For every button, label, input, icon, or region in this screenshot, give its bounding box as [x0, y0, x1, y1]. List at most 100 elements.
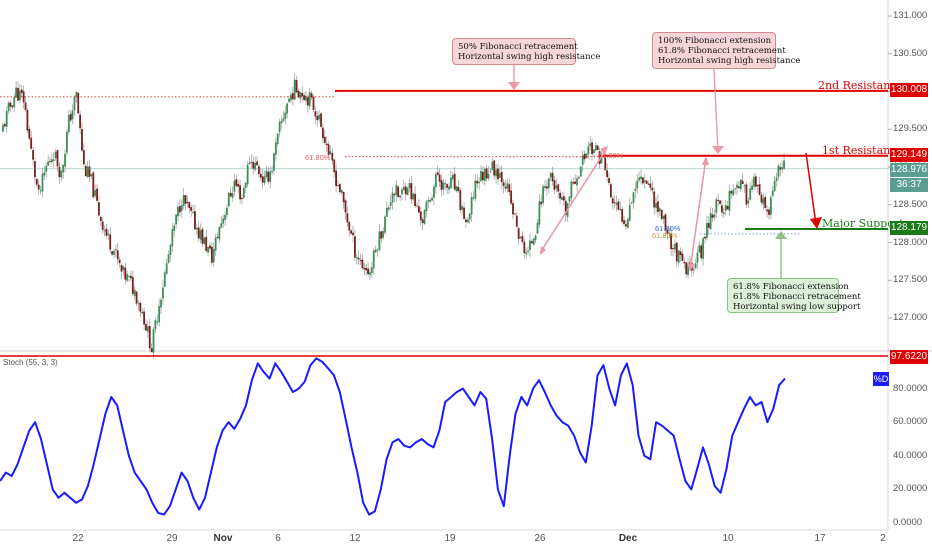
- candle-body: [647, 183, 650, 185]
- candle-body: [327, 144, 330, 155]
- price-tick-label: 127.000: [893, 312, 928, 323]
- candle-body: [90, 174, 93, 176]
- candle-body: [237, 183, 240, 187]
- time-tick-label: 19: [444, 533, 456, 544]
- candle-body: [438, 174, 441, 182]
- major-support-price-tag: 128.179: [890, 221, 928, 235]
- annotation-line: 100% Fibonacci extension: [658, 36, 772, 46]
- candle-body: [35, 178, 38, 185]
- candle-body: [305, 95, 307, 101]
- candle-body: [201, 228, 204, 244]
- candle-body: [760, 194, 763, 203]
- candle-body: [58, 166, 61, 178]
- candle-body: [265, 170, 268, 177]
- candle-body: [689, 262, 691, 264]
- candle-body: [673, 243, 676, 250]
- candle-body: [600, 155, 603, 164]
- candle-body: [41, 173, 44, 192]
- candle-body: [173, 225, 176, 231]
- time-tick-label: 12: [349, 533, 361, 544]
- candle-body: [626, 218, 629, 228]
- candle-body: [18, 90, 21, 101]
- annotation-support-note: 61.8% Fibonacci extension 61.8% Fibonacc…: [727, 278, 861, 313]
- candle-body: [34, 161, 36, 178]
- candle-body: [440, 180, 443, 190]
- candle-body: [532, 238, 535, 245]
- candle-body: [71, 110, 74, 120]
- candle-body: [199, 230, 202, 240]
- candle-body: [220, 223, 223, 228]
- candle-body: [192, 211, 194, 213]
- candle-body: [9, 102, 12, 107]
- support-pointer-head: [775, 231, 787, 239]
- candle-body: [346, 213, 349, 223]
- candle-body: [227, 192, 230, 207]
- swing-arrow-head: [600, 146, 608, 154]
- candle-body: [335, 170, 337, 187]
- annotation-fib-100-note: 100% Fibonacci extension 61.8% Fibonacci…: [652, 32, 800, 69]
- candle-body: [99, 216, 102, 222]
- candle-body: [67, 115, 70, 133]
- candle-body: [421, 219, 424, 223]
- candle-body: [399, 195, 401, 198]
- candle-body: [523, 241, 526, 253]
- candle-body: [500, 171, 503, 183]
- candle-body: [448, 186, 450, 190]
- candle-body: [254, 162, 257, 170]
- candle-body: [224, 215, 226, 220]
- candle-body: [766, 209, 769, 212]
- candle-body: [209, 245, 211, 249]
- candle-body: [120, 264, 123, 272]
- annotation-line: 61.8% Fibonacci retracement: [658, 46, 786, 56]
- candle-body: [384, 216, 386, 233]
- candle-body: [73, 96, 76, 111]
- candle-body: [103, 230, 106, 232]
- candle-body: [235, 179, 238, 186]
- candle-body: [677, 250, 680, 263]
- candle-body: [98, 202, 100, 216]
- candle-body: [372, 250, 375, 269]
- candle-body: [162, 287, 164, 299]
- candle-body: [263, 176, 266, 184]
- candle-body: [96, 188, 98, 201]
- candle-body: [474, 180, 477, 199]
- candle-body: [773, 181, 776, 192]
- candle-body: [50, 159, 53, 163]
- candle-body: [504, 186, 507, 189]
- candle-body: [49, 161, 51, 163]
- candle-body: [391, 192, 394, 203]
- candle-body: [419, 211, 422, 221]
- candle-body: [551, 172, 554, 182]
- candle-body: [355, 257, 358, 259]
- swing-arrow-head: [687, 263, 694, 272]
- annotation-pointer: [713, 68, 719, 153]
- price-tick-label: 128.000: [893, 236, 928, 248]
- candle-body: [64, 153, 66, 167]
- candle-body: [617, 201, 620, 210]
- candle-body: [130, 275, 132, 279]
- candle-body: [434, 174, 437, 188]
- swing-arrow-line: [689, 157, 707, 271]
- candle-body: [158, 306, 161, 323]
- candle-body: [131, 277, 134, 294]
- candle-body: [604, 157, 607, 170]
- candle-body: [685, 262, 688, 275]
- candle-body: [707, 222, 710, 228]
- candle-body: [726, 205, 729, 210]
- candle-body: [741, 180, 744, 185]
- candle-body: [609, 184, 612, 198]
- candle-body: [536, 222, 539, 234]
- candle-body: [342, 191, 345, 203]
- candle-body: [771, 190, 774, 196]
- candle-body: [596, 145, 599, 150]
- candle-body: [581, 155, 584, 165]
- candle-body: [641, 177, 644, 184]
- candle-body: [444, 183, 447, 185]
- candle-body: [340, 190, 343, 194]
- candle-body: [632, 192, 635, 203]
- candle-body: [450, 177, 452, 188]
- candle-body: [54, 151, 57, 159]
- stoch-tick-label: 60.0000: [893, 416, 928, 428]
